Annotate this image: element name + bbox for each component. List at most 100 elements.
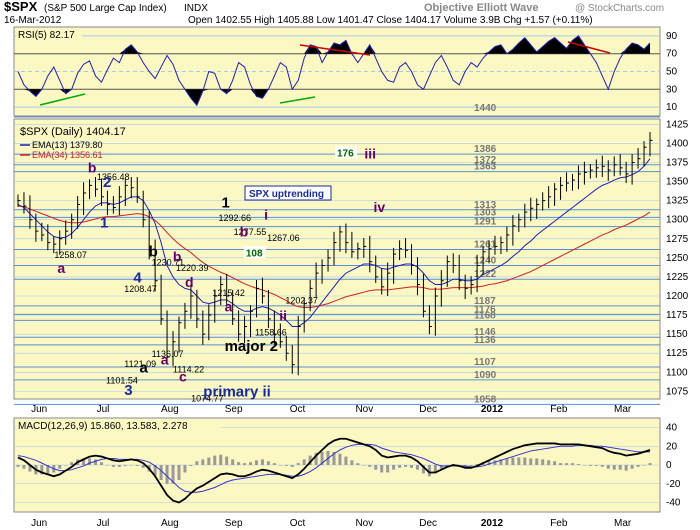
rsi-tick-label: 50 [666, 67, 678, 78]
macd-tick-label: 0 [666, 460, 672, 471]
ema13-line [17, 158, 651, 328]
fib-level-label: 1261 [474, 239, 497, 250]
fib-level-label: 1240 [474, 255, 497, 266]
month-label: Jun [31, 404, 47, 415]
macd-hist-bar [559, 463, 563, 465]
wave-annotation: 1101.54 [106, 376, 138, 386]
fib-level-label: 1090 [474, 370, 497, 381]
wave-annotation: 1 [100, 214, 108, 231]
wave-annotation: b [149, 243, 158, 260]
price-tick-label: 1150 [666, 329, 688, 340]
macd-hist-bar [117, 465, 121, 467]
price-tick-label: 1125 [666, 348, 688, 359]
macd-hist-bar [111, 465, 115, 467]
macd-tick-label: -40 [666, 498, 681, 509]
wave-annotation: 1292.66 [218, 213, 251, 223]
macd-hist-bar [582, 465, 586, 466]
macd-hist-bar [547, 460, 551, 465]
month-label: Feb [550, 518, 568, 529]
macd-hist-bar [207, 457, 211, 465]
wave-annotation: iii [364, 146, 376, 162]
macd-hist-bar [523, 457, 527, 465]
fib-level-label: 1107 [474, 357, 496, 368]
macd-hist-bar [475, 464, 479, 465]
wave-annotation: 1121.09 [124, 359, 156, 369]
macd-hist-bar [362, 465, 366, 466]
macd-hist-bar [630, 465, 634, 469]
wave-annotation: 1074.77 [191, 393, 224, 403]
macd-hist-bar [618, 465, 622, 470]
macd-hist-bar [123, 465, 127, 466]
macd-hist-bar [70, 462, 74, 465]
wave-annotation: 1114.22 [173, 364, 204, 374]
symbol-name: (S&P 500 Large Cap Index) [44, 3, 167, 14]
macd-hist-bar [439, 465, 443, 469]
macd-hist-bar [141, 465, 145, 468]
month-label: Sep [225, 404, 243, 415]
chart-date: 16-Mar-2012 [4, 15, 62, 26]
month-label: Mar [614, 518, 632, 529]
wave-annotation: b [88, 159, 97, 175]
rsi-tick-label: 70 [666, 49, 678, 60]
wave-annotation: b [173, 249, 182, 265]
wave-annotation: 1 [222, 195, 230, 212]
macd-hist-bar [296, 463, 300, 465]
macd-hist-bar [195, 461, 199, 465]
fib-level-label: 1303 [474, 207, 497, 218]
macd-hist-bar [570, 463, 574, 465]
rsi-label-bg [16, 29, 82, 40]
fib-level-label: 1136 [474, 335, 496, 346]
wave-annotation: d [185, 274, 194, 290]
rsi-line [17, 35, 651, 107]
fib-level-label: 1386 [474, 144, 497, 155]
macd-hist-bar [636, 465, 640, 467]
macd-hist-bar [433, 465, 437, 474]
macd-tick-label: 20 [666, 441, 678, 452]
brand: Objective Elliott Wave [424, 2, 539, 14]
price-tick-label: 1325 [666, 196, 689, 207]
macd-hist-bar [576, 464, 580, 465]
macd-signal-line [17, 443, 650, 493]
wave-annotation: a [225, 298, 233, 314]
wave-annotation: 108 [246, 248, 263, 259]
price-tick-label: 1350 [666, 177, 689, 188]
macd-line [17, 437, 651, 504]
macd-hist-bar [40, 465, 44, 475]
macd-hist-bar [249, 462, 253, 465]
macd-hist-bar [374, 465, 378, 470]
price-bars [17, 131, 653, 376]
month-label: 2012 [481, 518, 504, 529]
macd-hist-bar [302, 459, 306, 465]
wave-annotation: b [240, 223, 249, 239]
macd-hist-bar [499, 459, 503, 465]
macd-hist-bar [529, 458, 533, 465]
rsi-divergence-green-2 [279, 96, 316, 104]
green-count-bg [243, 246, 266, 259]
macd-hist-bar [243, 463, 247, 465]
price-tick-label: 1425 [666, 119, 689, 130]
month-label: Feb [550, 404, 568, 415]
uptrend-label: SPX uptrending [249, 189, 324, 200]
macd-hist-bar [290, 465, 294, 467]
macd-hist-bar [201, 459, 205, 465]
macd-hist-bar [421, 465, 425, 474]
fib-level-label: 1176 [474, 304, 496, 315]
rsi-tick-label: 10 [666, 102, 678, 113]
price-tick-label: 1400 [666, 138, 689, 149]
macd-hist-bar [254, 460, 258, 465]
month-label: Nov [355, 404, 373, 415]
macd-hist-bar [64, 465, 68, 466]
macd-hist-bar [541, 459, 545, 465]
macd-hist-bar [612, 465, 616, 470]
wave-annotation: 1136.07 [152, 349, 184, 359]
month-label: Sep [225, 518, 243, 529]
price-tick-label: 1175 [666, 310, 688, 321]
quote-line: Open 1402.55 High 1405.88 Low 1401.47 Cl… [188, 15, 593, 26]
month-label: Oct [290, 404, 306, 415]
ema34-label: EMA(34) 1356.61 [32, 150, 103, 160]
macd-hist-bar [225, 456, 229, 465]
month-label: Aug [161, 404, 179, 415]
macd-hist-bar [404, 465, 408, 467]
price-title: $SPX (Daily) 1404.17 [20, 126, 126, 138]
wave-annotation: 1208.47 [124, 284, 157, 294]
